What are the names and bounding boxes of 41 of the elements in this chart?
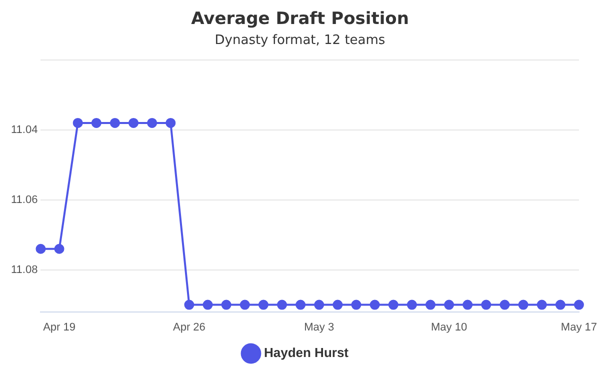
y-tick-label: 11.06 xyxy=(10,194,38,206)
point xyxy=(202,300,213,310)
point xyxy=(425,300,436,310)
point xyxy=(351,300,362,310)
point xyxy=(110,118,120,128)
point xyxy=(54,244,64,254)
point xyxy=(72,118,83,128)
point xyxy=(388,300,398,310)
point xyxy=(481,300,492,310)
point xyxy=(332,300,343,310)
point xyxy=(406,300,417,310)
point xyxy=(184,300,194,310)
chart-title: Average Draft Position xyxy=(190,9,410,29)
point xyxy=(166,118,176,128)
y-tick-label: 11.04 xyxy=(10,124,38,136)
point xyxy=(258,300,268,310)
legend-label: Hayden Hurst xyxy=(264,345,350,360)
point xyxy=(518,300,528,310)
x-tick-label: May 17 xyxy=(560,321,598,334)
x-tick-label: Apr 26 xyxy=(172,321,206,334)
point xyxy=(296,300,306,310)
point xyxy=(147,118,158,128)
point xyxy=(536,300,547,310)
chart-subtitle: Dynasty format, 12 teams xyxy=(214,33,386,48)
point xyxy=(240,300,250,310)
point xyxy=(444,300,454,310)
point xyxy=(370,300,380,310)
x-tick-label: May 10 xyxy=(431,321,468,334)
point xyxy=(36,244,46,254)
point xyxy=(221,300,232,310)
point xyxy=(314,300,324,310)
point xyxy=(500,300,510,310)
point xyxy=(276,300,287,310)
x-tick-label: Apr 19 xyxy=(43,321,76,334)
point xyxy=(462,300,473,310)
point xyxy=(555,300,566,310)
point xyxy=(91,118,102,128)
point xyxy=(574,300,584,310)
point xyxy=(128,118,139,128)
y-tick-label: 11.08 xyxy=(10,264,38,276)
x-tick-label: May 3 xyxy=(304,321,334,334)
